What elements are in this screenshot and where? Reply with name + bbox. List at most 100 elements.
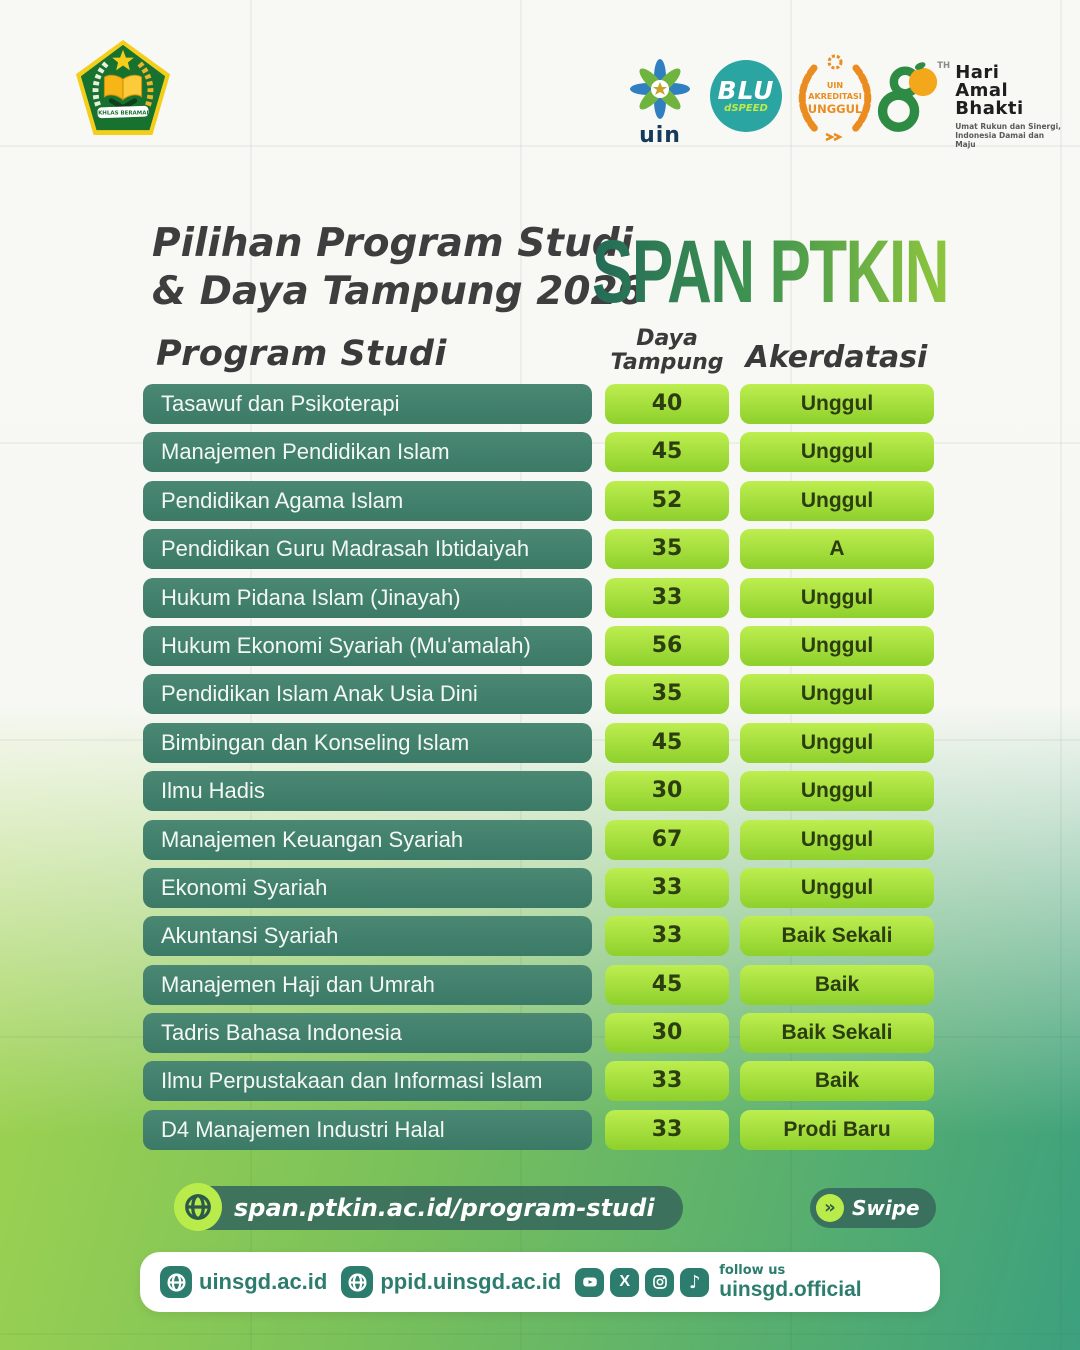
akreditasi-pill: Unggul	[740, 674, 934, 715]
program-name-pill: Pendidikan Agama Islam	[143, 480, 592, 521]
page-title-line2: & Daya Tampung 2026	[152, 269, 645, 314]
table-row: Pendidikan Agama Islam 52 Unggul	[143, 480, 934, 521]
program-name-pill: Ilmu Hadis	[143, 771, 592, 812]
table-row: Manajemen Pendidikan Islam 45 Unggul	[143, 432, 934, 473]
program-name-pill: Tasawuf dan Psikoterapi	[143, 384, 592, 424]
program-name-pill: Ilmu Perpustakaan dan Informasi Islam	[143, 1061, 592, 1102]
hab-80-icon: TH	[877, 60, 950, 132]
daya-tampung-pill: 35	[605, 674, 729, 715]
site-label-uinsgd: uinsgd.ac.id	[199, 1269, 328, 1294]
hab-title-line1: Hari	[955, 62, 1000, 83]
uin-logo: uin	[620, 56, 700, 147]
uin-wordmark: uin	[639, 123, 681, 148]
column-header-akreditasi: Akerdatasi	[745, 340, 928, 375]
program-name-pill: Ekonomi Syariah	[143, 867, 592, 908]
kemenag-banner-text: IKHLAS BERAMAL	[96, 110, 150, 116]
program-name-pill: Manajemen Haji dan Umrah	[143, 964, 592, 1005]
table-row: Hukum Pidana Islam (Jinayah) 33 Unggul	[143, 577, 934, 618]
table-row: Tasawuf dan Psikoterapi 40 Unggul	[143, 384, 934, 424]
hab-tagline-line2: Indonesia Damai dan Maju	[955, 131, 1045, 149]
blu-sub-label: dSPEED	[724, 102, 768, 114]
table-row: Akuntansi Syariah 33 Baik Sekali	[143, 916, 934, 957]
daya-tampung-pill: 56	[605, 625, 729, 666]
akreditasi-pill: Unggul	[740, 480, 934, 521]
akreditasi-pill: Baik Sekali	[740, 916, 934, 957]
youtube-icon[interactable]	[575, 1267, 605, 1297]
uin-flower-icon	[630, 59, 690, 119]
daya-tampung-pill: 30	[605, 1013, 729, 1054]
table-row: Bimbingan dan Konseling Islam 45 Unggul	[143, 722, 934, 763]
program-name-pill: Manajemen Pendidikan Islam	[143, 432, 592, 473]
page-title-line1: Pilihan Program Studi	[152, 221, 633, 266]
table-row: Tadris Bahasa Indonesia 30 Baik Sekali	[143, 1013, 934, 1054]
table-row: Ekonomi Syariah 33 Unggul	[143, 867, 934, 908]
program-name-pill: D4 Manajemen Industri Halal	[143, 1109, 592, 1150]
brand-text: SPAN PTKIN	[592, 222, 949, 322]
program-name-pill: Pendidikan Guru Madrasah Ibtidaiyah	[143, 529, 592, 570]
daya-tampung-pill: 33	[605, 916, 729, 957]
hab-th-superscript: TH	[937, 60, 950, 70]
blu-speed-logo: BLU dSPEED	[710, 60, 782, 132]
daya-tampung-pill: 33	[605, 1061, 729, 1102]
program-url-pill[interactable]: span.ptkin.ac.id/program-studi	[174, 1183, 683, 1231]
daya-tampung-pill: 67	[605, 819, 729, 860]
brand-span-ptkin: SPAN PTKIN	[592, 222, 972, 322]
table-row: Ilmu Perpustakaan dan Informasi Islam 33 B…	[143, 1061, 934, 1102]
akreditasi-pill: Unggul	[740, 819, 934, 860]
column-header-program-studi: Program Studi	[156, 334, 447, 374]
blu-label: BLU	[717, 75, 775, 105]
footer-bar: uinsgd.ac.id ppid.uinsgd.ac.id X	[140, 1252, 940, 1312]
table-row: Pendidikan Guru Madrasah Ibtidaiyah 35 A	[143, 529, 934, 570]
column-header-daya-tampung: Daya Tampung	[605, 327, 729, 375]
akreditasi-pill: Unggul	[740, 384, 934, 424]
tiktok-icon[interactable]: ♪	[680, 1267, 710, 1297]
akreditasi-unggul-logo: UIN AKREDITASI UNGGUL	[790, 50, 880, 142]
akreditasi-pill: Unggul	[740, 771, 934, 812]
site-label-ppid: ppid.uinsgd.ac.id	[380, 1269, 562, 1294]
table-row: Pendidikan Islam Anak Usia Dini 35 Unggul	[143, 674, 934, 715]
program-table: Tasawuf dan Psikoterapi 40 Unggul Manajemen…	[143, 384, 934, 1158]
hab-tagline-line1: Umat Rukun dan Sinergi,	[955, 122, 1062, 131]
swipe-label: Swipe	[852, 1196, 920, 1220]
kemenag-logo: IKHLAS BERAMAL	[74, 36, 172, 138]
site-link-uinsgd[interactable]: uinsgd.ac.id	[160, 1266, 327, 1298]
akreditasi-pill: Unggul	[740, 577, 934, 618]
akreditasi-pill: Unggul	[740, 432, 934, 473]
follow-us-block: follow us uinsgd.official	[719, 1264, 861, 1300]
social-handle[interactable]: uinsgd.official	[719, 1278, 862, 1301]
daya-header-line1: Daya	[636, 326, 698, 351]
akreditasi-line2: AKREDITASI	[808, 92, 861, 101]
program-name-pill: Hukum Pidana Islam (Jinayah)	[143, 577, 592, 618]
swipe-button[interactable]: » Swipe	[810, 1188, 936, 1228]
instagram-icon[interactable]	[645, 1267, 675, 1297]
program-name-pill: Bimbingan dan Konseling Islam	[143, 722, 592, 763]
table-row: Manajemen Keuangan Syariah 67 Unggul	[143, 819, 934, 860]
daya-tampung-pill: 45	[605, 722, 729, 763]
page-title: Pilihan Program Studi & Daya Tampung 202…	[152, 220, 645, 316]
akreditasi-pill: Baik	[740, 1061, 934, 1102]
site-link-ppid[interactable]: ppid.uinsgd.ac.id	[341, 1266, 561, 1298]
daya-tampung-pill: 33	[605, 867, 729, 908]
table-row: Ilmu Hadis 30 Unggul	[143, 771, 934, 812]
x-twitter-icon[interactable]: X	[610, 1267, 640, 1297]
program-name-pill: Akuntansi Syariah	[143, 916, 592, 957]
daya-tampung-pill: 30	[605, 771, 729, 812]
program-url-text: span.ptkin.ac.id/program-studi	[234, 1194, 655, 1222]
table-row: Hukum Ekonomi Syariah (Mu'amalah) 56 Unggu…	[143, 625, 934, 666]
double-chevron-icon: »	[816, 1194, 844, 1222]
daya-tampung-pill: 33	[605, 1109, 729, 1150]
akreditasi-pill: Baik	[740, 964, 934, 1005]
daya-tampung-pill: 35	[605, 529, 729, 570]
kemenag-pentagon-icon: IKHLAS BERAMAL	[75, 39, 171, 136]
akreditasi-pill: Unggul	[740, 867, 934, 908]
globe-icon	[160, 1266, 192, 1298]
akreditasi-pill: A	[740, 529, 934, 570]
daya-tampung-pill: 52	[605, 480, 729, 521]
daya-tampung-pill: 45	[605, 964, 729, 1005]
table-row: Manajemen Haji dan Umrah 45 Baik	[143, 964, 934, 1005]
daya-header-line2: Tampung	[610, 350, 724, 375]
daya-tampung-pill: 40	[605, 384, 729, 424]
daya-tampung-pill: 33	[605, 577, 729, 618]
laurel-wreath-icon: UIN AKREDITASI UNGGUL	[798, 54, 872, 142]
globe-icon	[341, 1266, 374, 1298]
